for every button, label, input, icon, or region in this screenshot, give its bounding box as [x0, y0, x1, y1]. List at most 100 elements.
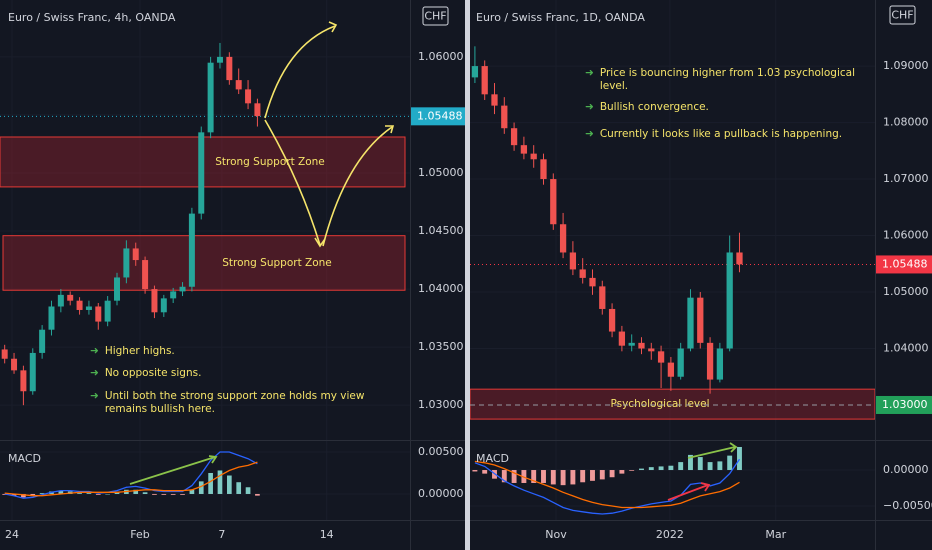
macd-histogram-bar — [570, 470, 576, 485]
candle-body — [207, 62, 214, 133]
macd-histogram-bar — [11, 493, 17, 496]
candle-body — [667, 362, 675, 377]
macd-tick-label: 0.00000 — [883, 463, 929, 476]
y-tick-label: 1.04500 — [418, 224, 464, 237]
macd-line — [474, 460, 740, 509]
candle-body — [20, 370, 27, 392]
last-price-label: 1.05488 — [417, 109, 463, 122]
macd-histogram-bar — [619, 470, 625, 474]
bullet-icon: ➜ — [585, 101, 594, 113]
macd-histogram-bar — [236, 482, 242, 494]
candle-body — [638, 342, 645, 349]
macd-histogram-bar — [255, 493, 260, 496]
macd-histogram-bar — [737, 446, 742, 471]
candle-body — [608, 308, 616, 332]
macd-tick-label: 0.00000 — [418, 487, 464, 500]
candle-body — [1, 349, 8, 359]
macd-histogram-bar — [142, 492, 148, 494]
candle-body — [254, 103, 261, 117]
currency[interactable]: CHF — [891, 9, 913, 22]
candle-body — [716, 348, 724, 380]
note-text: No opposite signs. — [104, 367, 202, 379]
macd-histogram-bar — [599, 470, 605, 480]
panel: 1.04000 1.05000 1.06000 1.07000 1.08000 1.090… — [469, 0, 932, 541]
last-price-box — [411, 107, 467, 126]
y-tick-label: 1.04000 — [418, 282, 464, 295]
annotation-arrows — [264, 21, 395, 248]
candle-body — [510, 128, 518, 146]
candle-body — [245, 89, 252, 104]
last-price-label: 1.05488 — [882, 257, 928, 270]
panel: 1.030001.035001.040001.045001.050001.055… — [0, 0, 467, 541]
note: ➜ Until both the strong support zone hold… — [90, 390, 380, 416]
macd-histogram-bar — [30, 493, 36, 496]
note: ➜ Price is bouncing higher from 1.03 psyc… — [585, 67, 855, 93]
candle-body — [550, 179, 557, 225]
macd-histogram-bar — [639, 468, 644, 471]
macd-histogram-bar — [472, 470, 478, 472]
macd-histogram-bar — [678, 462, 684, 471]
arrow-head — [385, 125, 395, 134]
candle-body — [226, 56, 233, 81]
arrow-head — [700, 482, 711, 492]
candle-body — [559, 224, 567, 253]
y-tick-label: 1.06000 — [418, 50, 464, 63]
arrow — [264, 119, 321, 246]
candle-body — [520, 145, 528, 154]
x-tick-label: 24 — [5, 528, 19, 541]
bullet-icon: ➜ — [90, 390, 99, 402]
macd-histogram-bar — [21, 493, 26, 498]
note-text: Price is bouncing higher from 1.03 psych… — [599, 67, 855, 92]
macd-histogram-bar — [105, 493, 110, 495]
candle-body — [618, 331, 626, 346]
macd-histogram-bar — [560, 470, 566, 486]
macd-histogram-bar — [77, 493, 82, 494]
note-text: Until both the strong support zone holds… — [104, 390, 365, 415]
macd-histogram-bar — [170, 493, 176, 495]
arrow-head — [208, 455, 218, 464]
currency[interactable]: CHF — [424, 10, 446, 23]
note: ➜ No opposite signs. — [90, 367, 380, 380]
indicator-label: MACD — [476, 452, 509, 465]
currency-box[interactable] — [422, 6, 449, 26]
macd-histogram-bar — [629, 470, 635, 471]
macd-histogram-bar — [668, 465, 674, 471]
macd-histogram-bar — [114, 492, 120, 494]
candle-body — [491, 94, 498, 106]
candle-body — [67, 294, 74, 301]
macd-histogram-bar — [226, 475, 232, 494]
candle-body — [540, 159, 547, 180]
macd-histogram-bar — [161, 493, 167, 495]
macd-histogram-bar — [217, 470, 223, 494]
candle-body — [589, 277, 596, 287]
macd-histogram-bar — [198, 481, 204, 494]
macd-histogram-bar — [482, 470, 488, 474]
y-tick-label: 1.09000 — [883, 59, 929, 72]
candle-body — [123, 248, 130, 278]
y-tick-label: 1.03500 — [418, 340, 464, 353]
y-tick-label: 1.08000 — [883, 116, 929, 129]
macd-histogram-bar — [541, 470, 546, 483]
candle-body — [657, 351, 665, 363]
macd-histogram-bar — [95, 493, 101, 495]
macd-line — [474, 458, 741, 515]
arrow-head — [314, 237, 326, 248]
macd-histogram-bar — [717, 461, 723, 471]
arrow-head — [328, 21, 338, 33]
note: ➜ Currently it looks like a pullback is h… — [585, 128, 855, 141]
level-label-box — [876, 395, 932, 414]
candle-body — [501, 105, 508, 129]
macd-histogram-bar — [133, 489, 139, 494]
candle-body — [170, 291, 177, 299]
candle-body — [628, 342, 635, 346]
macd-annotations — [129, 442, 738, 501]
bullet-icon: ➜ — [90, 367, 99, 379]
note-text: Bullish convergence. — [599, 101, 709, 113]
currency-box[interactable] — [889, 5, 916, 25]
y-tick-label: 1.04000 — [883, 341, 929, 354]
note-text: Currently it looks like a pullback is ha… — [599, 128, 843, 140]
y-tick-label: 1.05000 — [883, 285, 929, 298]
macd-histogram-bar — [152, 493, 157, 495]
macd-histogram-bar — [688, 454, 693, 471]
